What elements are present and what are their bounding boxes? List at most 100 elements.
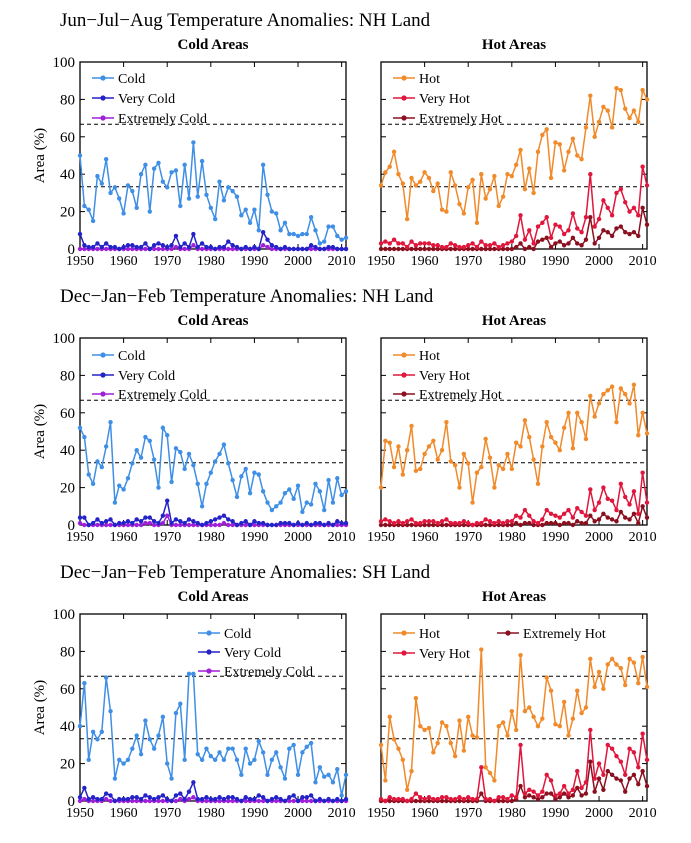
data-point — [622, 494, 628, 500]
data-point — [413, 183, 419, 188]
x-tick-label: 1970 — [153, 806, 181, 821]
legend-label: Very Cold — [118, 369, 175, 384]
data-point — [487, 243, 493, 248]
data-point — [178, 522, 183, 528]
x-tick-label: 1970 — [454, 254, 482, 269]
data-point — [112, 776, 118, 781]
data-point — [217, 179, 222, 184]
data-point — [522, 507, 528, 513]
data-point — [134, 244, 139, 250]
data-point — [557, 142, 562, 147]
data-point — [339, 798, 344, 804]
data-point — [622, 391, 628, 397]
data-point — [548, 244, 554, 250]
data-point — [396, 796, 401, 802]
x-tick-label: 2010 — [328, 254, 356, 269]
data-point — [422, 796, 427, 802]
data-point — [291, 496, 296, 502]
data-point — [605, 662, 610, 667]
data-point — [313, 520, 318, 526]
data-point — [596, 776, 602, 781]
data-point — [527, 513, 532, 518]
data-point — [566, 410, 571, 415]
data-point — [391, 737, 397, 742]
series-line — [79, 673, 347, 797]
legend-entry: Extremely Cold — [92, 388, 207, 403]
data-point — [492, 173, 497, 179]
data-point — [165, 498, 170, 503]
data-point — [160, 513, 166, 518]
data-point — [121, 796, 126, 802]
data-point — [77, 153, 83, 158]
data-point — [239, 246, 244, 252]
data-point — [99, 520, 105, 526]
data-point — [295, 246, 301, 252]
data-point — [182, 246, 187, 252]
data-point — [448, 246, 453, 252]
data-point — [396, 444, 401, 449]
data-point — [422, 522, 427, 528]
data-point — [160, 520, 166, 526]
data-point — [422, 170, 427, 175]
data-point — [287, 746, 292, 751]
legend-entry: Very Hot — [393, 369, 470, 384]
data-point — [326, 796, 331, 802]
data-point — [583, 780, 589, 785]
data-point — [566, 520, 571, 526]
data-point — [260, 750, 266, 755]
data-point — [618, 778, 624, 783]
legend-entry: Hot — [393, 72, 440, 87]
data-point — [618, 386, 624, 391]
data-point — [461, 244, 467, 250]
data-point — [300, 509, 305, 515]
data-point — [527, 787, 532, 792]
data-point — [178, 519, 183, 524]
data-point — [631, 660, 637, 665]
data-point — [444, 724, 449, 729]
data-point — [90, 729, 96, 735]
data-point — [518, 444, 523, 449]
data-point — [313, 244, 318, 250]
x-tick-label: 2010 — [629, 254, 657, 269]
data-point — [522, 418, 528, 423]
data-point — [186, 796, 192, 802]
data-point — [409, 175, 414, 181]
legend-entry: Hot — [393, 627, 440, 642]
data-point — [186, 244, 192, 250]
data-point — [644, 183, 650, 188]
data-point — [487, 770, 493, 776]
data-point — [278, 796, 283, 802]
data-point — [343, 246, 349, 252]
data-point — [531, 457, 536, 462]
data-point — [108, 522, 113, 528]
data-point — [287, 231, 292, 237]
data-point — [212, 246, 218, 252]
data-point — [252, 796, 257, 802]
data-point — [466, 798, 471, 804]
data-point — [487, 186, 493, 192]
data-point — [125, 519, 131, 524]
data-point — [618, 186, 624, 192]
data-point — [295, 520, 301, 526]
data-point — [256, 798, 261, 804]
data-point — [605, 229, 610, 235]
data-point — [605, 742, 610, 748]
data-point — [178, 796, 183, 802]
data-point — [596, 669, 602, 675]
y-tick-label: 40 — [60, 167, 75, 183]
legend-label: Extremely Hot — [419, 388, 502, 403]
data-point — [636, 781, 641, 787]
data-point — [308, 798, 314, 804]
data-point — [404, 522, 410, 528]
data-point — [143, 162, 148, 168]
data-point — [409, 517, 414, 522]
data-point — [103, 675, 109, 680]
plot-frame — [79, 61, 347, 250]
data-point — [579, 520, 584, 526]
data-point — [426, 522, 432, 528]
data-point — [103, 791, 109, 796]
data-point — [143, 718, 148, 723]
data-point — [86, 796, 91, 802]
data-point — [265, 772, 270, 778]
data-point — [195, 752, 200, 757]
